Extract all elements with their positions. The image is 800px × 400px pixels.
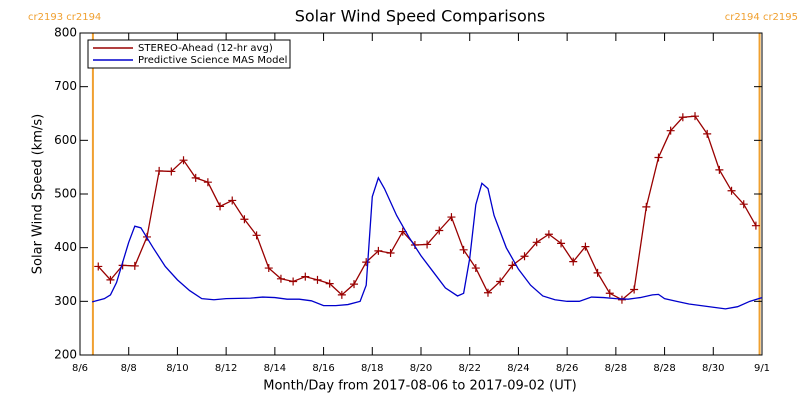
x-tick-label: 8/24 (507, 363, 529, 374)
data-marker (447, 213, 456, 222)
x-tick-label: 8/12 (215, 363, 237, 374)
x-tick-label: 8/16 (312, 363, 334, 374)
x-tick-label: 8/18 (361, 363, 383, 374)
data-marker (374, 246, 383, 255)
x-tick-label: 8/20 (410, 363, 432, 374)
x-tick-label: 8/14 (264, 363, 286, 374)
data-marker (179, 156, 188, 165)
chart-title: Solar Wind Speed Comparisons (295, 7, 546, 26)
data-marker (423, 240, 432, 249)
data-marker (203, 178, 212, 187)
data-marker (459, 245, 468, 254)
data-marker (350, 280, 359, 289)
data-marker (191, 173, 200, 182)
data-marker (654, 153, 663, 162)
x-tick-label: 9/1 (754, 363, 770, 374)
data-marker (130, 261, 139, 270)
data-marker (508, 261, 517, 270)
data-marker (703, 129, 712, 138)
data-marker (264, 264, 273, 273)
data-marker (666, 126, 675, 135)
data-marker (532, 238, 541, 247)
y-tick-label: 400 (54, 240, 77, 254)
x-tick-label: 8/22 (458, 363, 480, 374)
data-marker (276, 274, 285, 283)
x-tick-label: 8/8 (121, 363, 137, 374)
carrington-label: cr2194 cr2195 (725, 12, 798, 23)
data-marker (471, 264, 480, 273)
x-tick-label: 8/10 (166, 363, 188, 374)
data-marker (155, 166, 164, 175)
data-marker (605, 289, 614, 298)
x-tick-label: 8/26 (556, 363, 578, 374)
data-marker (715, 165, 724, 174)
data-marker (642, 202, 651, 211)
data-marker (678, 113, 687, 122)
data-marker (751, 221, 760, 230)
x-tick-label: 8/6 (72, 363, 88, 374)
data-marker (362, 258, 371, 267)
data-marker (617, 295, 626, 304)
data-marker (520, 252, 529, 261)
data-marker (739, 200, 748, 209)
x-axis-label: Month/Day from 2017-08-06 to 2017-09-02 … (263, 379, 576, 394)
data-marker (386, 249, 395, 258)
data-marker (691, 112, 700, 121)
y-tick-label: 800 (54, 26, 77, 40)
series-line (92, 176, 763, 310)
data-marker (593, 268, 602, 277)
legend-box (87, 39, 291, 69)
data-marker (569, 257, 578, 266)
y-tick-label: 500 (54, 187, 77, 201)
data-marker (94, 262, 103, 271)
data-marker (337, 290, 346, 299)
data-marker (630, 285, 639, 294)
x-tick-label: 8/30 (702, 363, 724, 374)
data-marker (557, 239, 566, 248)
x-tick-label: 8/28 (605, 363, 627, 374)
carrington-label: cr2193 cr2194 (28, 12, 101, 23)
data-marker (581, 242, 590, 251)
data-marker (544, 230, 553, 239)
data-marker (727, 186, 736, 195)
data-marker (496, 277, 505, 286)
y-axis-label: Solar Wind Speed (km/s) (31, 114, 46, 274)
data-marker (167, 167, 176, 176)
legend-label: Predictive Science MAS Model (138, 55, 287, 66)
data-marker (410, 240, 419, 249)
data-marker (325, 279, 334, 288)
data-marker (252, 231, 261, 240)
data-marker (435, 226, 444, 235)
data-marker (289, 277, 298, 286)
data-marker (216, 202, 225, 211)
legend-label: STEREO-Ahead (12-hr avg) (138, 43, 273, 54)
data-marker (106, 275, 115, 284)
data-marker (483, 288, 492, 297)
y-tick-label: 300 (54, 294, 77, 308)
y-tick-label: 200 (54, 348, 77, 362)
y-tick-label: 700 (54, 79, 77, 93)
data-marker (228, 196, 237, 205)
y-tick-label: 600 (54, 133, 77, 147)
data-marker (301, 272, 310, 281)
x-tick-label: 8/28 (653, 363, 675, 374)
data-marker (240, 215, 249, 224)
data-marker (313, 275, 322, 284)
